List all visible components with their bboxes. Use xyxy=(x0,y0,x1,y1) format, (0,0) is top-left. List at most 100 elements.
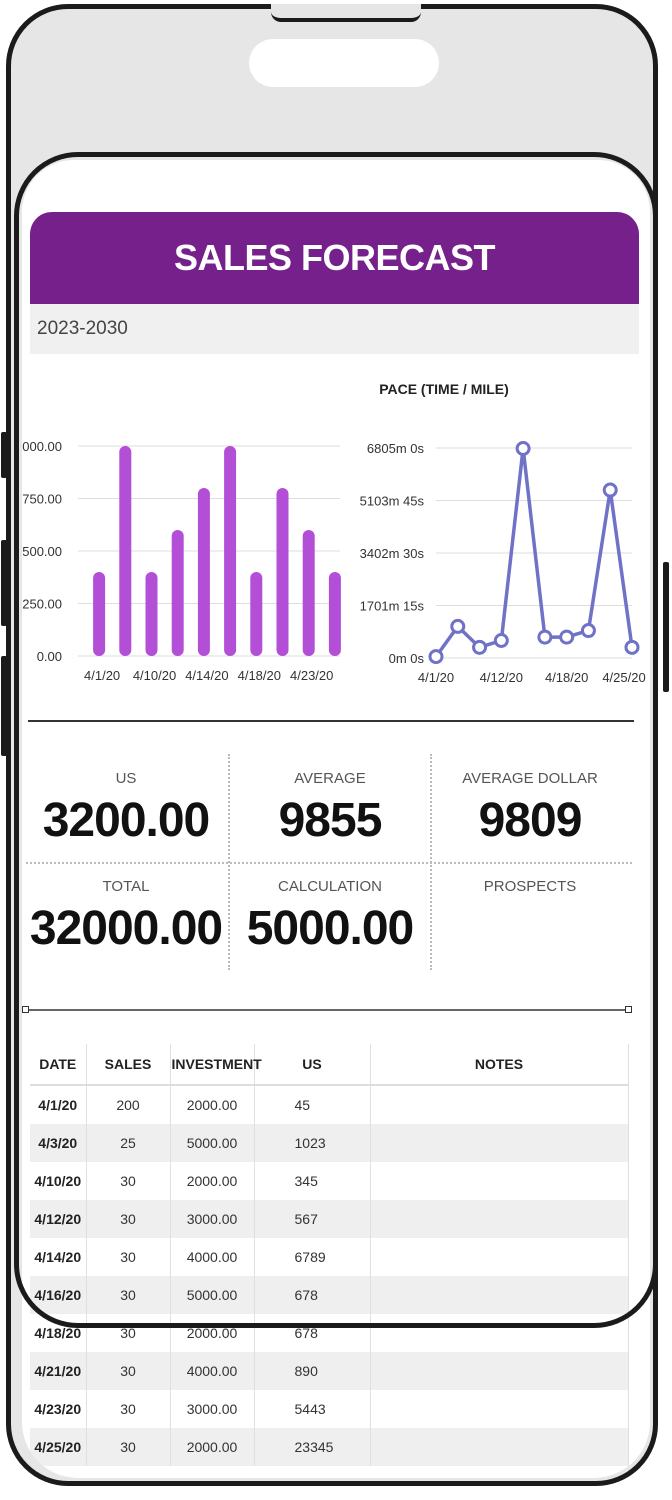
cell-investment[interactable]: 3000.00 xyxy=(170,1390,255,1428)
line-y-tick-label: 5103m 45s xyxy=(360,494,425,509)
table-row[interactable]: 4/21/20 30 4000.00 890 xyxy=(30,1352,629,1390)
column-header-investment[interactable]: INVESTMENT xyxy=(170,1044,262,1086)
table-body: 4/1/20 200 2000.00 45 4/3/20 25 5000.00 1023 4/1… xyxy=(30,1085,629,1466)
stat-label: US xyxy=(115,770,137,787)
cell-us[interactable]: 678 xyxy=(254,1314,371,1352)
resize-handle-line[interactable] xyxy=(22,1006,634,1014)
stat-value: 3200.00 xyxy=(42,794,211,847)
table-row[interactable]: 4/16/20 30 5000.00 678 xyxy=(30,1276,629,1314)
date-range-bar: 2023-2030 xyxy=(30,304,639,354)
bar-x-tick-label: 4/23/20 xyxy=(290,668,333,683)
line-point xyxy=(450,618,466,634)
date-range-label: 2023-2030 xyxy=(37,318,128,339)
cell-notes[interactable] xyxy=(370,1352,629,1390)
cell-investment[interactable]: 5000.00 xyxy=(170,1124,255,1162)
stat-separator xyxy=(26,862,632,864)
cell-date[interactable]: 4/1/20 xyxy=(30,1085,87,1124)
cell-investment[interactable]: 4000.00 xyxy=(170,1352,255,1390)
cell-investment[interactable]: 2000.00 xyxy=(170,1085,255,1124)
line-y-tick-label: 1701m 15s xyxy=(360,599,425,614)
table-row[interactable]: 4/23/20 30 3000.00 5443 xyxy=(30,1390,629,1428)
cell-date[interactable]: 4/12/20 xyxy=(30,1200,87,1238)
cell-notes[interactable] xyxy=(370,1238,629,1276)
column-header-notes[interactable]: NOTES xyxy=(370,1044,629,1086)
table-row[interactable]: 4/10/20 30 2000.00 345 xyxy=(30,1162,629,1200)
cell-notes[interactable] xyxy=(370,1314,629,1352)
volume-button-lower xyxy=(1,656,7,756)
cell-us[interactable]: 23345 xyxy=(254,1428,371,1466)
cell-sales[interactable]: 25 xyxy=(86,1124,171,1162)
cell-notes[interactable] xyxy=(370,1162,629,1200)
cell-investment[interactable]: 5000.00 xyxy=(170,1276,255,1314)
cell-us[interactable]: 890 xyxy=(254,1352,371,1390)
cell-investment[interactable]: 3000.00 xyxy=(170,1200,255,1238)
charts-area: 0.00 1250.00 2500.00 3750.00 5000.00 4/1/20 4/… xyxy=(22,381,646,685)
bar-x-tick-label: 4/18/20 xyxy=(238,668,281,683)
line-chart: 0m 0s 1701m 15s 3402m 30s 5103m 45s 6805m 0s… xyxy=(360,440,646,685)
line-point xyxy=(624,639,640,655)
cell-us[interactable]: 345 xyxy=(254,1162,371,1200)
table-row[interactable]: 4/3/20 25 5000.00 1023 xyxy=(30,1124,629,1162)
cell-notes[interactable] xyxy=(370,1085,629,1124)
cell-sales[interactable]: 30 xyxy=(86,1276,171,1314)
cell-date[interactable]: 4/16/20 xyxy=(30,1276,87,1314)
table-row[interactable]: 4/1/20 200 2000.00 45 xyxy=(30,1085,629,1124)
table-row[interactable]: 4/18/20 30 2000.00 678 xyxy=(30,1314,629,1352)
app-header: SALES FORECAST xyxy=(30,212,639,304)
cell-sales[interactable]: 30 xyxy=(86,1162,171,1200)
cell-notes[interactable] xyxy=(370,1390,629,1428)
line-series xyxy=(434,446,634,658)
cell-date[interactable]: 4/23/20 xyxy=(30,1390,87,1428)
cell-investment[interactable]: 2000.00 xyxy=(170,1162,255,1200)
bar xyxy=(328,572,341,656)
cell-date[interactable]: 4/21/20 xyxy=(30,1352,87,1390)
cell-us[interactable]: 45 xyxy=(254,1085,371,1124)
cell-us[interactable]: 678 xyxy=(254,1276,371,1314)
cell-us[interactable]: 6789 xyxy=(254,1238,371,1276)
cell-sales[interactable]: 30 xyxy=(86,1390,171,1428)
column-header-us[interactable]: US xyxy=(254,1044,371,1086)
stat-value: 9809 xyxy=(478,794,583,847)
cell-notes[interactable] xyxy=(370,1200,629,1238)
column-header-date[interactable]: DATE xyxy=(30,1044,87,1086)
line-point xyxy=(537,629,553,645)
bar-x-tick-label: 4/14/20 xyxy=(185,668,228,683)
section-divider xyxy=(28,720,634,722)
cell-investment[interactable]: 2000.00 xyxy=(170,1428,255,1466)
table-row[interactable]: 4/12/20 30 3000.00 567 xyxy=(30,1200,629,1238)
cell-us[interactable]: 567 xyxy=(254,1200,371,1238)
table-row[interactable]: 4/14/20 30 4000.00 6789 xyxy=(30,1238,629,1276)
cell-notes[interactable] xyxy=(370,1428,629,1466)
cell-us[interactable]: 5443 xyxy=(254,1390,371,1428)
cell-date[interactable]: 4/18/20 xyxy=(30,1314,87,1352)
stat-label: PROSPECTS xyxy=(483,878,577,895)
sales-table: DATE SALES INVESTMENT US NOTES 4/1/20 200 2000… xyxy=(30,1044,629,1466)
cell-date[interactable]: 4/3/20 xyxy=(30,1124,87,1162)
cell-notes[interactable] xyxy=(370,1276,629,1314)
stat-average: AVERAGE 9855 xyxy=(230,754,430,862)
cell-us[interactable]: 1023 xyxy=(254,1124,371,1162)
line-point xyxy=(559,629,575,645)
phone-screen: SALES FORECAST 2023-2030 0.00 1250.00 2500… xyxy=(22,160,650,1478)
cell-investment[interactable]: 2000.00 xyxy=(170,1314,255,1352)
bar xyxy=(93,572,106,656)
bar xyxy=(145,572,158,656)
column-header-sales[interactable]: SALES xyxy=(86,1044,171,1086)
cell-date[interactable]: 4/25/20 xyxy=(30,1428,87,1466)
cell-sales[interactable]: 30 xyxy=(86,1238,171,1276)
cell-sales[interactable]: 30 xyxy=(86,1428,171,1466)
cell-date[interactable]: 4/14/20 xyxy=(30,1238,87,1276)
volume-button-up xyxy=(1,432,7,478)
cell-date[interactable]: 4/10/20 xyxy=(30,1162,87,1200)
cell-sales[interactable]: 200 xyxy=(86,1085,171,1124)
cell-notes[interactable] xyxy=(370,1124,629,1162)
table-row[interactable]: 4/25/20 30 2000.00 23345 xyxy=(30,1428,629,1466)
line-x-tick-label: 4/1/20 xyxy=(418,670,454,685)
cell-sales[interactable]: 30 xyxy=(86,1314,171,1352)
bar xyxy=(119,446,132,656)
cell-sales[interactable]: 30 xyxy=(86,1352,171,1390)
line-point xyxy=(602,482,618,498)
line-y-tick-label: 3402m 30s xyxy=(360,546,425,561)
cell-sales[interactable]: 30 xyxy=(86,1200,171,1238)
cell-investment[interactable]: 4000.00 xyxy=(170,1238,255,1276)
